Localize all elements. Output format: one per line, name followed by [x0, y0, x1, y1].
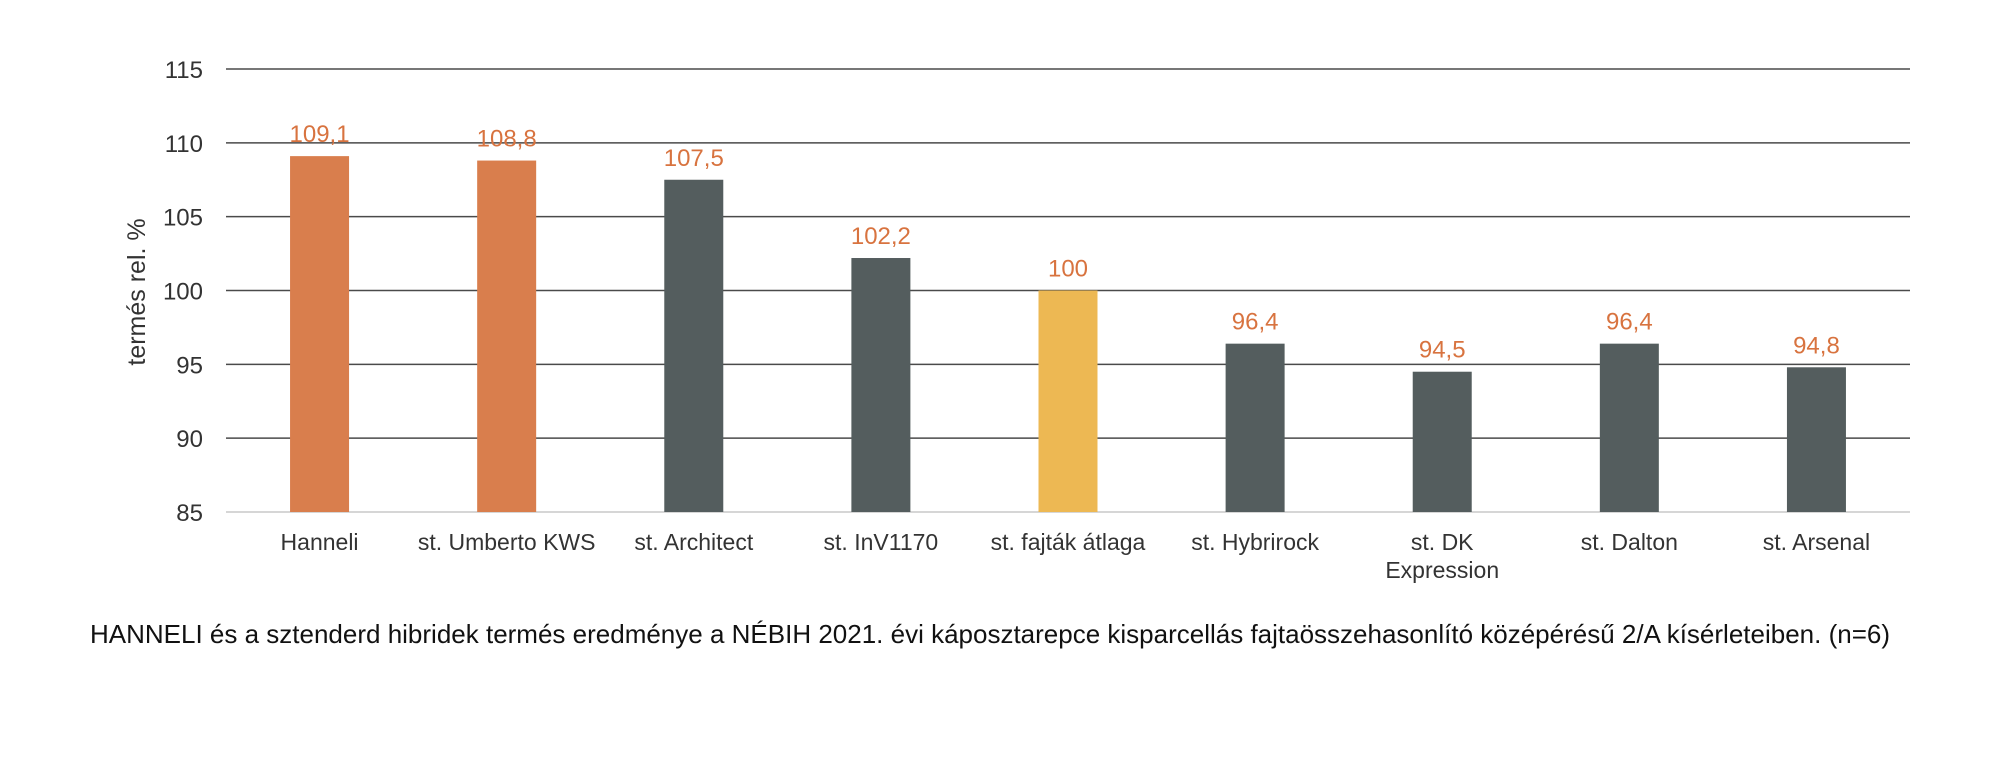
y-tick-label: 105 — [163, 205, 203, 232]
bar — [1786, 367, 1846, 512]
x-tick-label: st. Umberto KWS — [418, 529, 596, 555]
x-tick-label: st. Dalton — [1581, 529, 1678, 555]
y-tick-label: 100 — [163, 279, 203, 306]
x-tick-label: st. DK Expression — [1385, 529, 1499, 583]
y-tick-label: 90 — [176, 426, 203, 453]
x-tick-label: st. Architect — [634, 529, 753, 555]
x-tick-label: st. fajták átlaga — [991, 529, 1146, 555]
bar — [477, 160, 537, 512]
bars — [290, 156, 1846, 512]
bar — [1038, 290, 1098, 512]
data-label: 94,5 — [1419, 337, 1466, 364]
data-label: 94,8 — [1793, 332, 1840, 359]
y-tick-label: 85 — [176, 500, 203, 527]
data-label: 102,2 — [851, 223, 911, 250]
y-tick-label: 95 — [176, 352, 203, 379]
chart-caption: HANNELI és a sztenderd hibridek termés e… — [90, 619, 1890, 649]
data-label: 96,4 — [1232, 309, 1279, 336]
data-label: 96,4 — [1606, 309, 1653, 336]
bar — [664, 179, 724, 512]
x-tick-label: st. InV1170 — [824, 529, 939, 555]
y-tick-label: 110 — [165, 131, 203, 158]
bar — [1412, 371, 1472, 512]
y-axis-label: termés rel. % — [123, 218, 151, 365]
x-tick-label: Hanneli — [281, 529, 359, 555]
bar — [1225, 343, 1285, 512]
data-label: 107,5 — [664, 145, 724, 172]
data-label: 108,8 — [477, 126, 537, 153]
data-label: 100 — [1048, 256, 1088, 283]
data-label: 109,1 — [290, 121, 350, 148]
x-axis-ticks: Hanneli st. Umberto KWS st. Architect st. I… — [281, 529, 1871, 583]
x-tick-label: st. Arsenal — [1763, 529, 1870, 555]
y-axis-ticks: 85 90 95 100 105 110 115 — [163, 57, 203, 527]
bar — [1599, 343, 1659, 512]
y-tick-label: 115 — [165, 57, 203, 84]
x-tick-label: st. Hybrirock — [1191, 529, 1319, 555]
bar — [290, 156, 350, 512]
bar — [851, 258, 911, 512]
data-labels: 109,1 108,8 107,5 102,2 100 96,4 94,5 96,4 94,8 — [290, 121, 1840, 364]
